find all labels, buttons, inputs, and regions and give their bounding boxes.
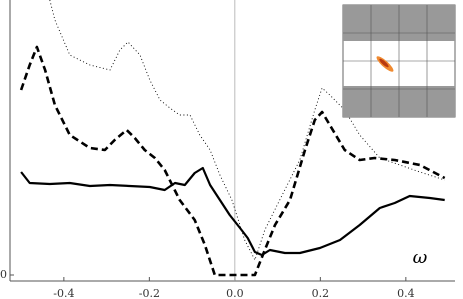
x-tick-label: -0.2 [139, 287, 160, 299]
y-tick-label: 0 [0, 268, 7, 281]
x-tick-label: 0.0 [226, 287, 244, 299]
x-tick-label: 0.4 [397, 287, 415, 299]
annotation: ω [413, 247, 428, 268]
inset-blob-core [379, 58, 389, 68]
inset-image [342, 4, 456, 118]
x-tick-label: -0.4 [53, 287, 74, 299]
line-solid [20, 166, 445, 257]
x-tick-label: 0.2 [312, 287, 330, 299]
line-dotted [49, 0, 445, 261]
line-dashed [19, 45, 446, 277]
